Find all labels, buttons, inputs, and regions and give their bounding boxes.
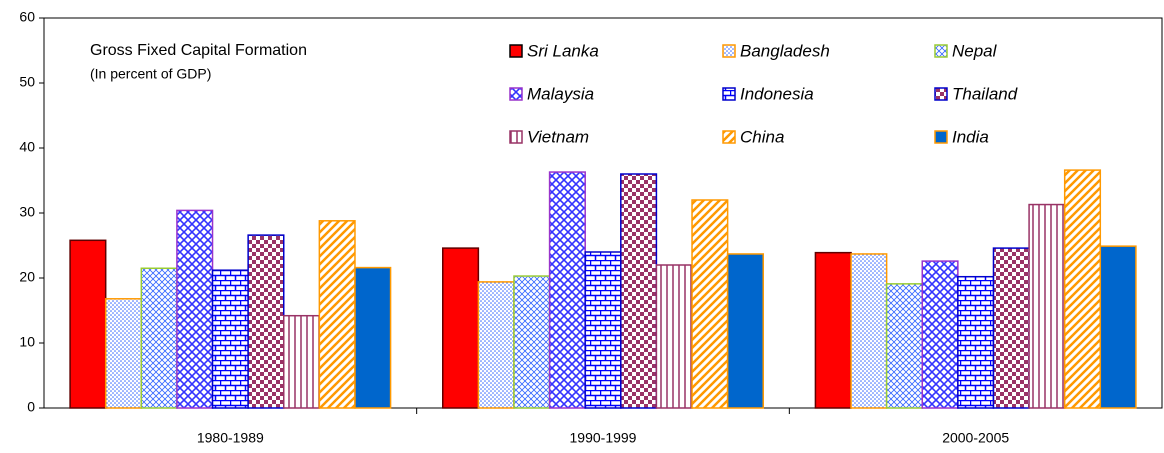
y-tick-label: 0: [27, 399, 35, 415]
legend-label: India: [952, 127, 989, 146]
chart-subtitle: (In percent of GDP): [90, 66, 211, 82]
x-tick-label: 1980-1989: [197, 430, 264, 446]
bar: [655, 264, 693, 409]
legend-swatch: [934, 44, 948, 58]
bar: [992, 247, 1030, 409]
legend-label: China: [740, 127, 784, 146]
y-tick-label: 50: [19, 74, 35, 90]
bar: [442, 247, 480, 409]
x-tick-label: 2000-2005: [942, 430, 1009, 446]
bar: [620, 173, 658, 409]
x-tick-label: 1990-1999: [570, 430, 637, 446]
legend-label: Sri Lanka: [527, 41, 599, 60]
bar: [318, 220, 356, 409]
bar: [140, 267, 178, 409]
bar: [584, 251, 622, 409]
legend-swatch: [722, 44, 736, 58]
bar: [814, 251, 852, 409]
bar: [247, 234, 285, 409]
bar: [513, 275, 551, 409]
legend-swatch: [722, 87, 736, 101]
legend-label: Thailand: [952, 84, 1018, 103]
y-tick-label: 10: [19, 334, 35, 350]
legend-swatch: [934, 87, 948, 101]
legend-label: Indonesia: [740, 84, 814, 103]
legend-swatch: [722, 130, 736, 144]
y-tick-label: 60: [19, 9, 35, 25]
bar: [477, 281, 515, 409]
legend-label: Vietnam: [527, 127, 589, 146]
legend-label: Bangladesh: [740, 41, 830, 60]
bar: [957, 275, 995, 409]
legend-label: Nepal: [952, 41, 998, 60]
chart-title: Gross Fixed Capital Formation: [90, 42, 307, 59]
y-tick-label: 30: [19, 204, 35, 220]
y-tick-label: 40: [19, 139, 35, 155]
legend-swatch: [509, 44, 523, 58]
bar: [176, 209, 214, 409]
bar: [211, 269, 249, 409]
bar: [1063, 169, 1102, 409]
bar: [548, 171, 586, 409]
bar: [850, 253, 888, 409]
bar: [69, 239, 107, 409]
bar: [282, 314, 321, 409]
bar: [885, 283, 924, 409]
legend-swatch: [509, 130, 523, 144]
bar: [354, 266, 392, 409]
legend-label: Malaysia: [527, 84, 594, 103]
legend-swatch: [934, 130, 948, 144]
legend-swatch: [509, 87, 523, 101]
bar: [1099, 245, 1137, 409]
y-tick-label: 20: [19, 269, 35, 285]
bar: [921, 260, 959, 409]
bar: [1028, 203, 1066, 409]
bar: [726, 253, 764, 409]
bar: [691, 199, 729, 409]
bar: [104, 298, 143, 409]
